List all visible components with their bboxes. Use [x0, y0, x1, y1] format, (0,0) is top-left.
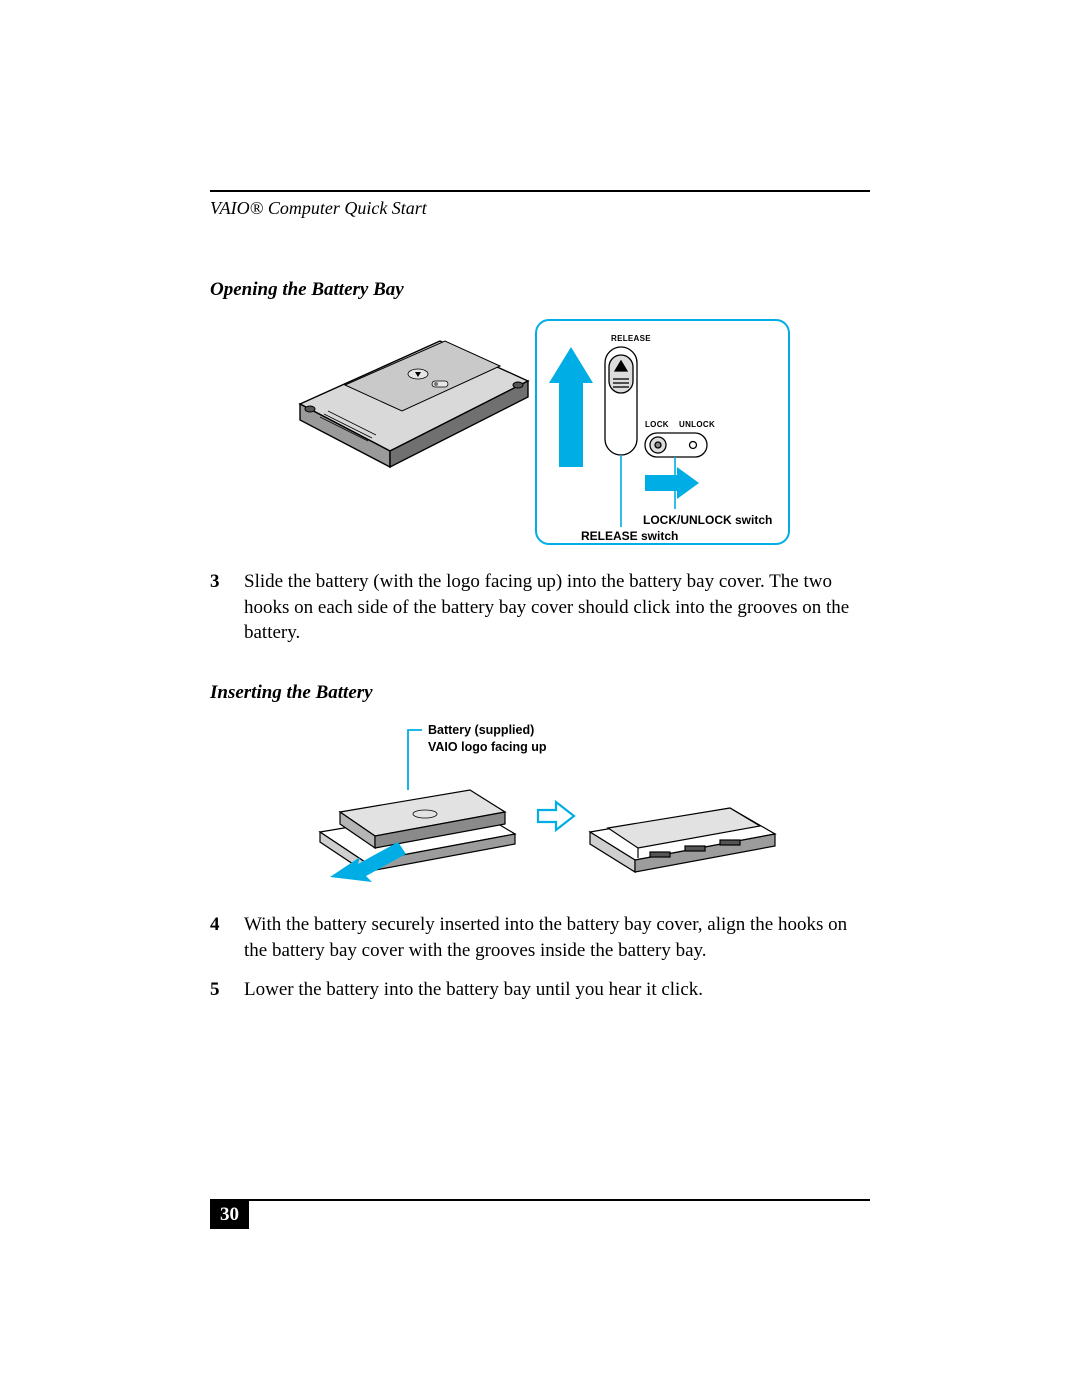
release-small-label: RELEASE — [611, 334, 651, 343]
page-number: 30 — [210, 1201, 249, 1229]
laptop-bottom-illustration — [290, 319, 535, 489]
step-4: 4 With the battery securely inserted int… — [210, 912, 870, 963]
step-number: 4 — [210, 912, 228, 963]
step-3: 3 Slide the battery (with the logo facin… — [210, 569, 870, 646]
section-title-opening: Opening the Battery Bay — [210, 279, 870, 301]
arrow-right-outline-icon — [538, 802, 574, 830]
callout-box: RELEASE LOCK UNLOCK — [535, 319, 790, 545]
figure-opening-battery-bay: RELEASE LOCK UNLOCK — [210, 319, 870, 545]
step-text: Lower the battery into the battery bay u… — [244, 977, 870, 1003]
header-rule — [210, 190, 870, 192]
step-number: 3 — [210, 569, 228, 646]
lock-unlock-switch-label: LOCK/UNLOCK switch — [643, 513, 772, 527]
step-text: With the battery securely inserted into … — [244, 912, 870, 963]
unlock-small-label: UNLOCK — [679, 420, 715, 429]
release-switch-label: RELEASE switch — [581, 529, 678, 543]
step-text: Slide the battery (with the logo facing … — [244, 569, 870, 646]
figure-inserting-battery: Battery (supplied) VAIO logo facing up — [210, 722, 870, 892]
running-head: VAIO® Computer Quick Start — [210, 198, 870, 219]
arrow-right-icon — [645, 467, 699, 499]
lock-small-label: LOCK — [645, 420, 669, 429]
page-footer: 30 — [210, 1199, 870, 1229]
arrow-up-icon — [549, 347, 593, 469]
step-number: 5 — [210, 977, 228, 1003]
step-5: 5 Lower the battery into the battery bay… — [210, 977, 870, 1003]
section-title-inserting: Inserting the Battery — [210, 682, 870, 704]
